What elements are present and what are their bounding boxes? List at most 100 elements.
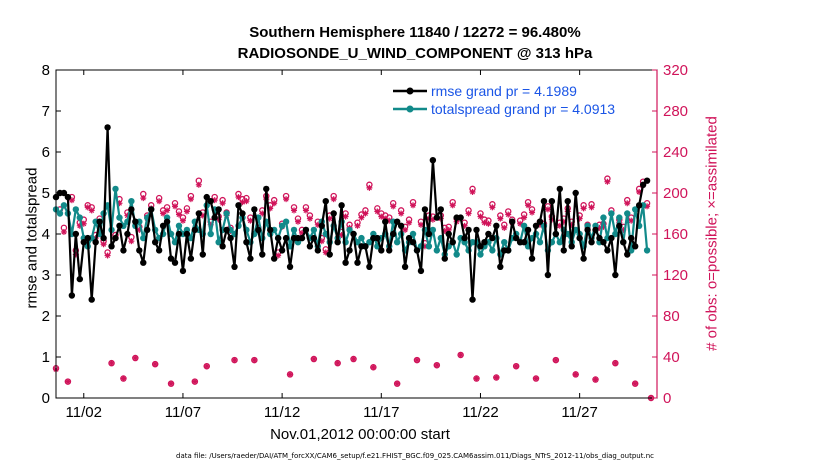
assimilated-mark-d2 <box>466 210 472 217</box>
assimilated-obs-point <box>60 228 67 235</box>
totalspread-marker <box>56 210 64 217</box>
assimilated-mark-d2 <box>128 238 134 244</box>
rmse-marker <box>401 263 409 270</box>
totalspread-marker <box>366 239 373 246</box>
assimilated-obs-point <box>283 196 290 203</box>
assimilated-mark-d2 <box>120 376 126 382</box>
rmse-marker <box>159 222 167 229</box>
right-tick-label: 160 <box>663 226 688 243</box>
rmse-marker <box>68 292 76 299</box>
assimilated-mark-d2 <box>283 196 289 202</box>
rmse-marker <box>108 243 115 250</box>
assimilated-obs-point <box>358 214 365 221</box>
assimilated-obs-point <box>417 221 424 228</box>
assimilated-obs-point <box>235 194 242 201</box>
rmse-marker <box>421 206 429 213</box>
right-tick-label: 200 <box>663 185 688 202</box>
totalspread-marker <box>282 218 290 225</box>
totalspread-marker <box>600 214 607 221</box>
rmse-marker <box>481 239 488 246</box>
rmse-marker <box>171 259 179 266</box>
assimilated-obs-point <box>156 198 163 205</box>
assimilated-obs-point <box>108 360 115 367</box>
series-layer <box>52 124 651 303</box>
assimilated-mark-d2 <box>247 218 253 224</box>
rmse-marker <box>548 198 556 205</box>
totalspread-marker <box>346 226 353 234</box>
rmse-marker <box>330 210 337 217</box>
rmse-marker <box>247 255 254 262</box>
rmse-marker <box>60 189 68 197</box>
x-tick-label: 11/12 <box>264 404 300 421</box>
rmse-marker <box>259 251 266 258</box>
rmse-marker <box>425 230 433 238</box>
rmse-marker <box>318 222 325 229</box>
assimilated-obs-point <box>291 207 298 214</box>
assimilated-mark-d2 <box>497 216 503 222</box>
assimilated-mark-d2 <box>164 207 170 213</box>
assimilated-obs-point <box>100 241 107 248</box>
assimilated-mark-d2 <box>184 208 190 214</box>
rmse-marker <box>227 234 234 242</box>
rmse-marker <box>616 222 623 229</box>
rmse-marker <box>346 247 353 254</box>
x-tick-label: 11/27 <box>561 404 597 421</box>
rmse-marker <box>608 234 615 242</box>
totalspread-marker <box>76 214 84 221</box>
rmse-marker <box>564 198 571 205</box>
footer-data-file: data file: /Users/raeder/DAI/ATM_forcXX/… <box>176 452 654 460</box>
assimilated-obs-point <box>544 206 551 213</box>
assimilated-mark-d2 <box>624 200 630 206</box>
rmse-marker <box>631 243 639 250</box>
left-tick-label: 7 <box>42 103 50 120</box>
rmse-marker <box>584 226 591 234</box>
right-tick-label: 0 <box>663 390 671 407</box>
rmse-marker <box>76 275 84 283</box>
assimilated-obs-point <box>580 205 587 212</box>
assimilated-mark-d2 <box>180 218 186 224</box>
totalspread-marker <box>310 226 318 234</box>
assimilated-mark-d2 <box>156 198 162 204</box>
left-tick-label: 4 <box>42 226 50 243</box>
rmse-marker <box>239 210 246 217</box>
assimilated-obs-point <box>552 357 559 364</box>
rmse-marker <box>378 247 385 254</box>
rmse-marker <box>528 255 536 262</box>
rmse-marker <box>465 226 472 234</box>
legend: rmse grand pr = 4.1989 totalspread grand … <box>388 79 652 121</box>
rmse-marker <box>505 247 512 254</box>
assimilated-mark-d2 <box>132 355 138 361</box>
rmse-marker <box>322 198 329 205</box>
legend-box <box>388 79 652 121</box>
rmse-marker <box>274 234 282 242</box>
assimilated-mark-d2 <box>521 215 527 221</box>
rmse-marker <box>223 226 230 234</box>
rmse-marker <box>306 243 314 250</box>
rmse-marker <box>489 234 496 242</box>
rmse-marker <box>132 218 139 225</box>
totalspread-marker <box>128 198 135 205</box>
rmse-marker <box>362 243 369 250</box>
assimilated-obs-point <box>501 224 508 231</box>
rmse-marker <box>540 198 548 205</box>
assimilated-obs-point <box>179 217 186 224</box>
chart-title-line2: RADIOSONDE_U_WIND_COMPONENT @ 313 hPa <box>237 45 593 62</box>
assimilated-obs-point <box>572 371 579 378</box>
totalspread-marker <box>631 206 639 213</box>
rmse-marker <box>429 157 437 164</box>
rmse-marker <box>628 234 635 242</box>
assimilated-obs-point <box>390 203 397 210</box>
assimilated-mark-d2 <box>287 371 293 377</box>
assimilated-mark-d2 <box>188 196 194 202</box>
rmse-marker <box>445 230 452 238</box>
rmse-marker <box>437 206 444 213</box>
rmse-marker <box>620 239 627 246</box>
assimilated-obs-point <box>203 363 210 370</box>
assimilated-obs-point <box>465 210 472 217</box>
assimilated-mark-d2 <box>327 216 333 222</box>
totalspread-marker <box>433 247 441 254</box>
rmse-marker <box>612 271 619 279</box>
rmse-marker <box>604 247 611 254</box>
assimilated-mark-d2 <box>307 216 313 222</box>
